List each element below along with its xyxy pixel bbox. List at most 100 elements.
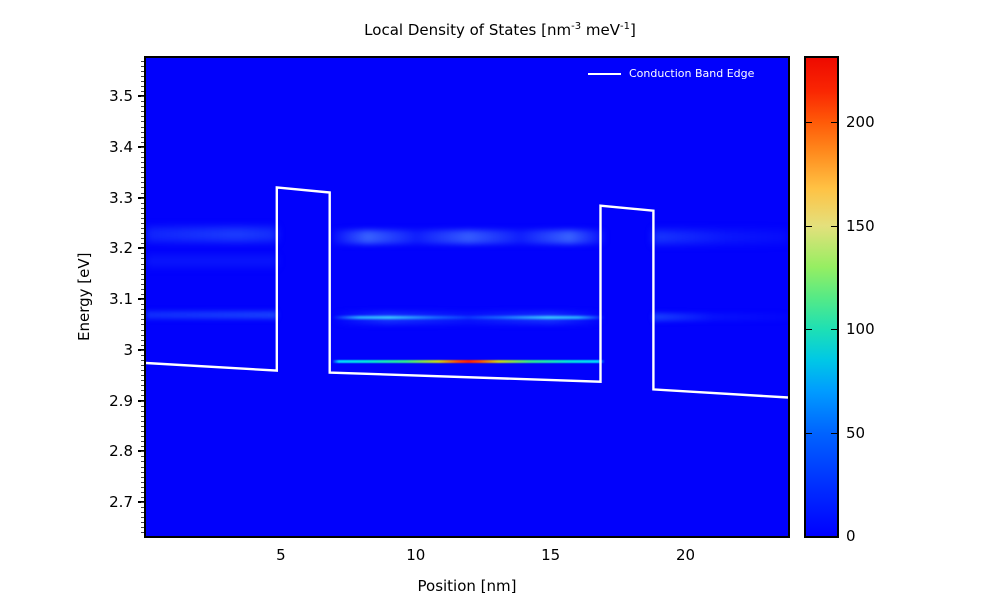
y-tick-mark <box>138 450 144 453</box>
y-tick-mark <box>138 247 144 250</box>
y-minor-tick-mark <box>141 415 144 417</box>
y-minor-tick-mark <box>141 344 144 346</box>
y-minor-tick-mark <box>141 420 144 422</box>
y-minor-tick-mark <box>141 131 144 133</box>
y-minor-tick-mark <box>141 151 144 153</box>
y-minor-tick-mark <box>141 380 144 382</box>
y-minor-tick-mark <box>141 471 144 473</box>
y-minor-tick-mark <box>141 390 144 392</box>
title-superscript: -1 <box>619 21 630 32</box>
y-minor-tick-mark <box>141 283 144 285</box>
right-contact-band-lower <box>653 312 788 321</box>
y-tick-mark <box>138 95 144 98</box>
y-minor-tick-mark <box>141 111 144 113</box>
y-minor-tick-mark <box>141 502 144 503</box>
y-minor-tick-mark <box>141 91 144 92</box>
y-minor-tick-mark <box>141 212 144 214</box>
y-tick-label: 2.9 <box>109 391 133 410</box>
y-minor-tick-mark <box>141 288 144 290</box>
y-minor-tick-mark <box>141 233 144 235</box>
colorbar-tick-mark <box>806 329 812 331</box>
y-minor-tick-mark <box>141 238 144 240</box>
colorbar-tick-mark <box>806 122 812 124</box>
conduction-band-edge-polyline <box>146 186 788 399</box>
y-minor-tick-mark <box>141 167 144 169</box>
y-minor-tick-mark <box>141 294 144 295</box>
y-minor-tick-mark <box>141 192 144 194</box>
y-tick-mark <box>138 348 144 351</box>
chart-title: Local Density of States [nm-3 meV-1] <box>0 21 1000 39</box>
y-minor-tick-mark <box>141 101 144 103</box>
y-minor-tick-mark <box>141 207 144 209</box>
y-minor-tick-mark <box>141 60 144 62</box>
y-minor-tick-mark <box>141 309 144 311</box>
colorbar-tick-mark <box>831 122 837 124</box>
conduction-band-edge-line <box>146 186 788 399</box>
y-tick-label: 2.7 <box>109 493 133 511</box>
y-minor-tick-mark <box>141 273 144 275</box>
y-minor-tick-mark <box>141 441 144 443</box>
y-tick-label: 3.2 <box>109 239 133 258</box>
y-minor-tick-mark <box>141 75 144 77</box>
colorbar-tick-label: 0 <box>846 527 856 545</box>
y-minor-tick-mark <box>141 70 144 72</box>
y-minor-tick-mark <box>141 365 144 366</box>
x-axis-label: Position [nm] <box>417 577 517 595</box>
y-minor-tick-mark <box>141 222 144 224</box>
title-superscript: -3 <box>571 21 582 32</box>
left-contact-band-upper <box>146 226 277 242</box>
y-minor-tick-mark <box>141 258 144 260</box>
y-minor-tick-mark <box>141 532 144 534</box>
well-ground-state-resonance <box>332 360 605 364</box>
colorbar-tick-label: 150 <box>846 216 875 235</box>
y-minor-tick-mark <box>141 466 144 468</box>
y-minor-tick-mark <box>141 268 144 270</box>
y-tick-label: 3 <box>123 340 133 359</box>
y-minor-tick-mark <box>141 319 144 321</box>
y-minor-tick-mark <box>141 456 144 458</box>
y-tick-label: 2.8 <box>109 442 133 461</box>
y-minor-tick-mark <box>141 172 144 174</box>
y-minor-tick-mark <box>141 451 144 453</box>
y-minor-tick-mark <box>141 400 144 402</box>
y-minor-tick-mark <box>141 314 144 316</box>
y-minor-tick-mark <box>141 486 144 488</box>
y-minor-tick-mark <box>141 354 144 356</box>
colorbar-tick-mark <box>831 225 837 227</box>
y-minor-tick-mark <box>141 304 144 306</box>
left-contact-band-mid <box>146 254 277 267</box>
colorbar-tick-mark <box>806 225 812 227</box>
y-minor-tick-mark <box>141 517 144 519</box>
y-minor-tick-mark <box>141 217 144 219</box>
y-minor-tick-mark <box>141 370 144 372</box>
chart-title-text: Local Density of States [nm <box>364 21 572 39</box>
right-contact-band-upper <box>653 230 788 245</box>
y-minor-tick-mark <box>141 96 144 98</box>
y-minor-tick-mark <box>141 141 144 143</box>
y-minor-tick-mark <box>141 187 144 189</box>
y-minor-tick-mark <box>141 278 144 280</box>
left-contact-band-lower <box>146 311 277 320</box>
y-minor-tick-mark <box>141 121 144 123</box>
x-tick-label: 20 <box>675 546 696 564</box>
y-minor-tick-mark <box>141 425 144 427</box>
y-minor-tick-mark <box>141 481 144 483</box>
y-minor-tick-mark <box>141 375 144 377</box>
y-minor-tick-mark <box>141 182 144 184</box>
x-tick-label: 5 <box>276 546 286 564</box>
y-minor-tick-mark <box>141 512 144 514</box>
y-minor-tick-mark <box>141 177 144 179</box>
y-tick-label: 3.4 <box>109 137 133 156</box>
colorbar-tick-label: 50 <box>846 423 866 442</box>
y-tick-label: 3.1 <box>109 290 133 309</box>
colorbar-tick-mark <box>831 329 837 331</box>
colorbar <box>804 56 839 538</box>
colorbar-tick-mark <box>806 432 812 434</box>
y-minor-tick-mark <box>141 436 144 437</box>
colorbar-tick-label: 200 <box>846 113 875 132</box>
y-minor-tick-mark <box>141 248 144 250</box>
x-tick-label: 10 <box>406 546 426 564</box>
y-minor-tick-mark <box>141 243 144 245</box>
y-minor-tick-mark <box>141 324 144 326</box>
y-minor-tick-mark <box>141 162 144 163</box>
